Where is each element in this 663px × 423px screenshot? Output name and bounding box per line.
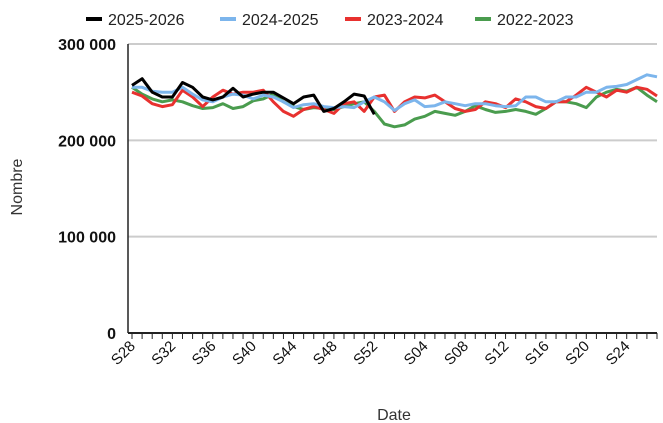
gridlines [128, 43, 657, 238]
y-axis-title: Nombre [9, 158, 26, 215]
x-tick-label: S52 [350, 338, 381, 369]
x-tick-label: S12 [481, 338, 512, 369]
x-tick-label: S24 [603, 338, 634, 369]
x-tick-label: S48 [310, 338, 341, 369]
legend-label: 2022-2023 [497, 12, 574, 29]
series-lines [131, 73, 658, 129]
x-tick-label: S32 [148, 338, 179, 369]
legend-label: 2023-2024 [367, 12, 444, 29]
y-tick-label: 0 [107, 326, 116, 343]
x-tick-label: S44 [269, 338, 300, 369]
legend-label: 2025-2026 [108, 12, 185, 29]
x-tick-label: S04 [401, 338, 432, 369]
x-tick-label: S16 [522, 338, 553, 369]
legend-label: 2024-2025 [242, 12, 319, 29]
series-line [131, 77, 376, 116]
y-tick-label: 200 000 [58, 133, 116, 150]
x-tick-label: S36 [189, 338, 220, 369]
x-tick-label: S20 [562, 338, 593, 369]
x-tick-label: S40 [229, 338, 260, 369]
series-line [131, 85, 658, 129]
y-tick-label: 100 000 [58, 230, 116, 247]
y-tick-label: 300 000 [58, 37, 116, 54]
x-tick-label: S08 [441, 338, 472, 369]
legend: 2025-2026 2024-2025 2023-2024 2022-2023 [86, 12, 574, 29]
x-axis-title: Date [377, 407, 411, 423]
y-axis-ticks: 0 100 000 200 000 300 000 [58, 37, 116, 343]
